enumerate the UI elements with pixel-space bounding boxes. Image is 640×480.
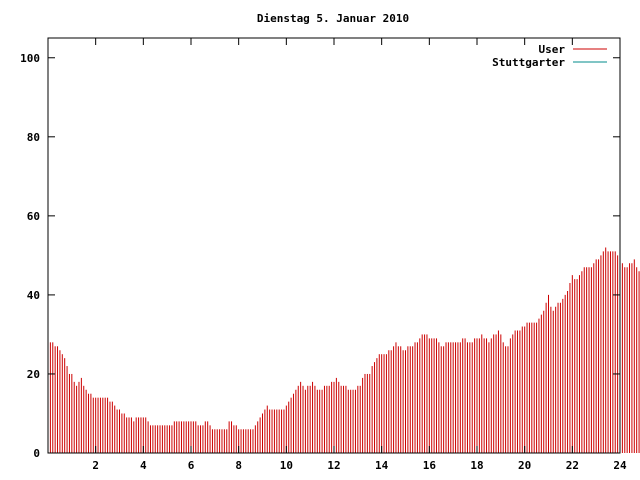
x-tick-label: 22 (566, 459, 579, 472)
x-tick-label: 14 (375, 459, 389, 472)
y-tick-label: 40 (27, 289, 40, 302)
x-tick-label: 2 (92, 459, 99, 472)
legend-label: User (539, 43, 566, 56)
x-tick-label: 8 (235, 459, 242, 472)
x-tick-label: 12 (327, 459, 340, 472)
x-tick-label: 16 (423, 459, 437, 472)
x-tick-label: 6 (188, 459, 195, 472)
y-tick-label: 80 (27, 131, 40, 144)
x-tick-label: 10 (280, 459, 293, 472)
x-tick-label: 18 (470, 459, 483, 472)
bar-group (47, 247, 640, 453)
legend-label: Stuttgarter (492, 56, 565, 69)
y-tick-label: 0 (33, 447, 40, 460)
x-tick-label: 4 (140, 459, 147, 472)
y-tick-label: 100 (20, 52, 40, 65)
x-tick-label: 24 (613, 459, 627, 472)
y-tick-label: 20 (27, 368, 40, 381)
chart-title: Dienstag 5. Januar 2010 (257, 12, 409, 25)
y-tick-label: 60 (27, 210, 40, 223)
x-tick-label: 20 (518, 459, 531, 472)
